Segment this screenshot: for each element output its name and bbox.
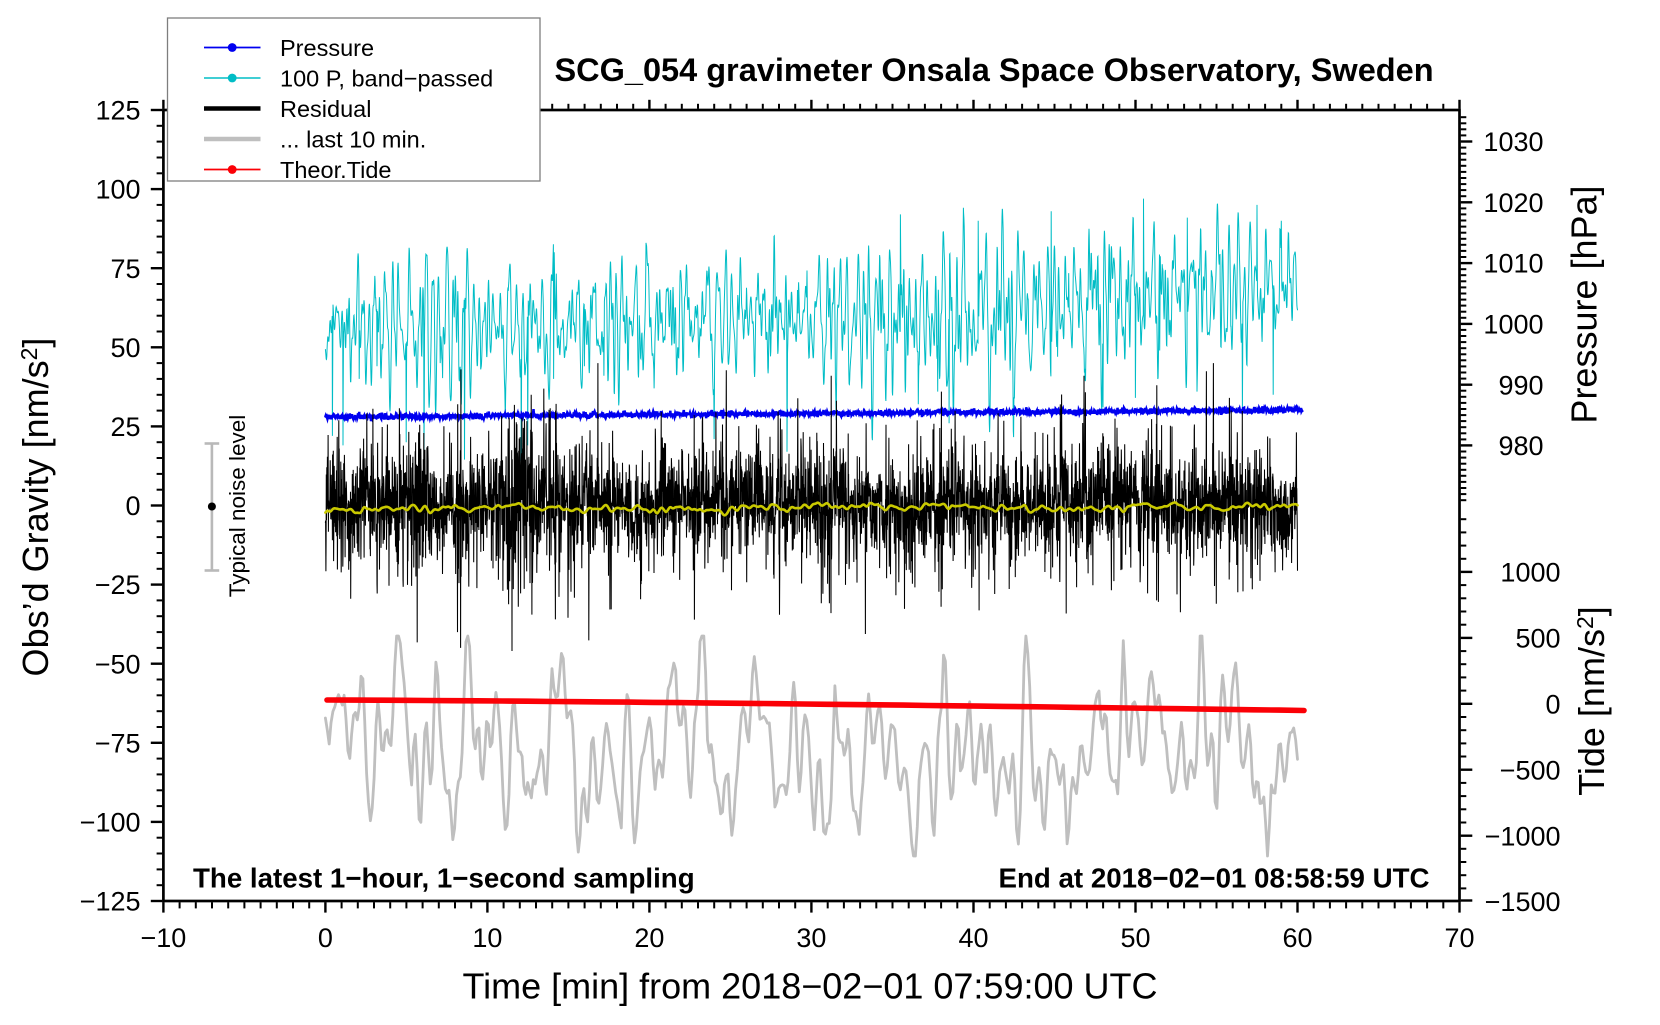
svg-text:Obs’d Gravity [nm/s2]: Obs’d Gravity [nm/s2] xyxy=(15,338,56,677)
svg-text:20: 20 xyxy=(634,923,664,953)
svg-text:−500: −500 xyxy=(1500,755,1561,785)
svg-text:980: 980 xyxy=(1498,431,1543,461)
svg-text:−100: −100 xyxy=(80,808,141,838)
svg-text:−75: −75 xyxy=(95,728,141,758)
svg-text:70: 70 xyxy=(1444,923,1474,953)
svg-text:1020: 1020 xyxy=(1483,188,1543,218)
svg-text:1000: 1000 xyxy=(1483,310,1543,340)
svg-text:1000: 1000 xyxy=(1500,558,1560,588)
svg-text:990: 990 xyxy=(1498,370,1543,400)
svg-text:100: 100 xyxy=(95,175,140,205)
svg-text:−1500: −1500 xyxy=(1485,887,1561,917)
svg-text:Tide [nm/s2]: Tide [nm/s2] xyxy=(1571,606,1612,796)
svg-text:... last 10 min.: ... last 10 min. xyxy=(280,126,426,152)
svg-text:30: 30 xyxy=(796,923,826,953)
svg-text:40: 40 xyxy=(958,923,988,953)
svg-text:−1000: −1000 xyxy=(1485,821,1561,851)
svg-text:1010: 1010 xyxy=(1483,249,1543,279)
svg-text:0: 0 xyxy=(318,923,333,953)
svg-text:125: 125 xyxy=(95,96,140,126)
svg-text:−50: −50 xyxy=(95,649,141,679)
svg-text:Pressure [hPa]: Pressure [hPa] xyxy=(1564,185,1605,423)
svg-text:Typical noise level: Typical noise level xyxy=(225,415,250,598)
svg-text:The latest 1−hour, 1−second sa: The latest 1−hour, 1−second sampling xyxy=(193,863,695,894)
svg-text:Pressure: Pressure xyxy=(280,35,374,61)
svg-text:500: 500 xyxy=(1515,624,1560,654)
svg-text:Residual: Residual xyxy=(280,96,371,122)
svg-text:−25: −25 xyxy=(95,570,141,600)
svg-text:50: 50 xyxy=(1120,923,1150,953)
svg-text:75: 75 xyxy=(110,254,140,284)
svg-text:Time [min] from 2018−02−01 07:: Time [min] from 2018−02−01 07:59:00 UTC xyxy=(462,965,1157,1006)
svg-text:−125: −125 xyxy=(80,887,141,917)
svg-text:End at 2018−02−01 08:58:59 UTC: End at 2018−02−01 08:58:59 UTC xyxy=(999,863,1430,894)
svg-text:0: 0 xyxy=(1545,689,1560,719)
svg-text:60: 60 xyxy=(1282,923,1312,953)
svg-text:1030: 1030 xyxy=(1483,127,1543,157)
svg-text:Theor.Tide: Theor.Tide xyxy=(280,157,391,183)
svg-text:0: 0 xyxy=(125,491,140,521)
svg-text:SCG_054 gravimeter Onsala Spac: SCG_054 gravimeter Onsala Space Observat… xyxy=(554,52,1433,88)
svg-text:10: 10 xyxy=(472,923,502,953)
svg-text:100 P, band−passed: 100 P, band−passed xyxy=(280,65,493,91)
svg-text:25: 25 xyxy=(110,412,140,442)
svg-text:−10: −10 xyxy=(140,923,186,953)
svg-text:50: 50 xyxy=(110,333,140,363)
